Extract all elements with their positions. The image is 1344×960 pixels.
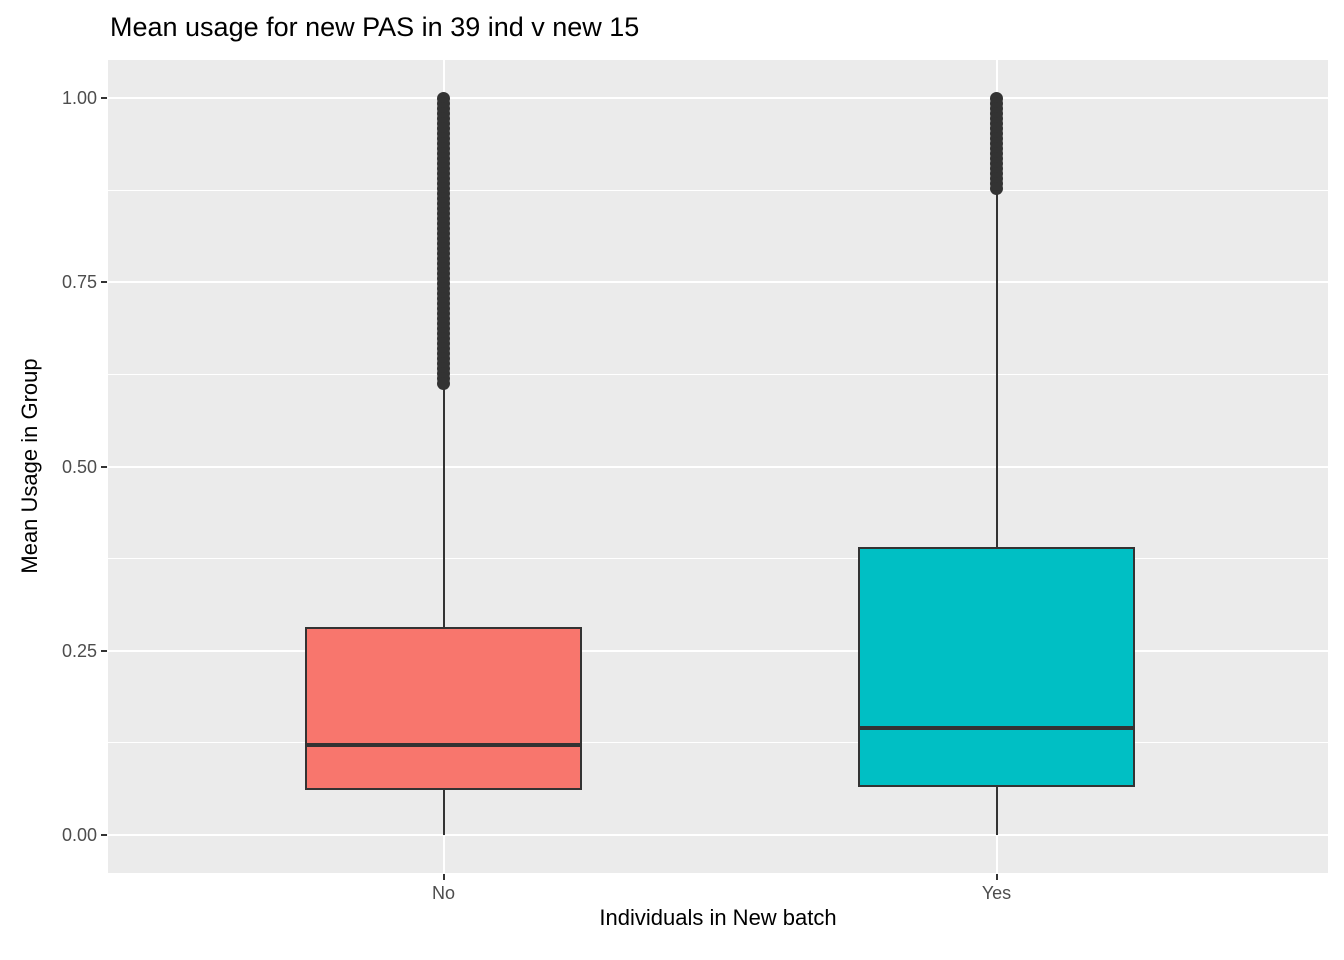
x-axis-title: Individuals in New batch — [599, 905, 837, 930]
y-tick-label: 1.00 — [61, 88, 97, 108]
upper-whisker-no — [442, 387, 445, 628]
x-tick-label: No — [431, 883, 455, 903]
plot-panel — [108, 60, 1328, 873]
boxplot-box-yes — [858, 546, 1135, 788]
median-line-yes — [858, 726, 1135, 731]
outlier-dot — [990, 181, 1003, 195]
outlier-dot — [437, 376, 450, 390]
lower-whisker-yes — [995, 787, 998, 835]
boxplot-box-no — [305, 627, 582, 791]
y-tick-mark — [101, 465, 107, 468]
y-tick-label: 0.00 — [61, 825, 97, 845]
y-tick-mark — [101, 834, 107, 836]
major-gridline — [108, 97, 1328, 99]
x-tick-mark — [442, 874, 445, 880]
y-tick-mark — [101, 281, 107, 284]
y-tick-label: 0.75 — [61, 272, 97, 293]
chart-title: Mean usage for new PAS in 39 ind v new 1… — [110, 12, 640, 42]
y-tick-mark — [101, 649, 107, 652]
minor-gridline — [108, 742, 1328, 744]
minor-gridline — [108, 189, 1328, 191]
y-tick-mark — [101, 97, 107, 99]
x-tick-mark — [995, 874, 998, 880]
major-gridline — [108, 281, 1328, 284]
x-tick-label: Yes — [981, 883, 1012, 903]
major-gridline — [108, 465, 1328, 468]
upper-whisker-yes — [995, 191, 998, 547]
major-gridline — [108, 834, 1328, 836]
minor-gridline — [108, 558, 1328, 560]
lower-whisker-no — [442, 790, 445, 835]
y-tick-label: 0.25 — [61, 640, 97, 661]
minor-gridline — [108, 373, 1328, 375]
y-tick-label: 0.50 — [61, 456, 97, 477]
median-line-no — [305, 743, 582, 748]
major-gridline — [108, 649, 1328, 652]
